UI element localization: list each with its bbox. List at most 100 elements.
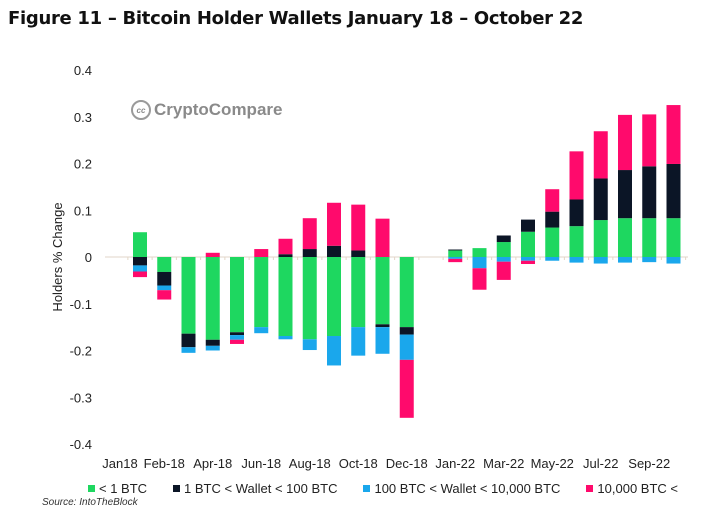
legend-swatch: [88, 485, 95, 492]
bar-segment-3: [157, 285, 172, 291]
legend-label: 1 BTC < Wallet < 100 BTC: [184, 481, 338, 496]
bar-segment-1: [157, 257, 172, 272]
bar-segment-4: [327, 202, 341, 246]
bar-segment-2: [230, 332, 244, 336]
legend-swatch: [363, 485, 371, 492]
x-tick-label: Sep-22: [628, 456, 670, 471]
bar-segment-4: [133, 271, 147, 278]
bar-segment-4: [230, 339, 244, 344]
bar-segment-1: [351, 257, 366, 328]
x-tick-label: Dec-18: [386, 456, 428, 471]
bar-segment-1: [181, 257, 196, 334]
y-tick-label: -0.4: [70, 437, 92, 452]
bar-segment-3: [230, 335, 244, 340]
bar-segment-2: [278, 254, 293, 257]
bar-segment-3: [618, 257, 632, 263]
bar-segment-4: [375, 218, 390, 257]
bar-segment-1: [399, 257, 414, 328]
bar-segment-3: [472, 257, 487, 269]
bar-segment-4: [472, 268, 487, 290]
bar-segment-1: [642, 218, 657, 257]
bar-segment-2: [157, 271, 172, 286]
x-tick-label: Oct-18: [339, 456, 378, 471]
bar-segment-3: [302, 339, 317, 351]
y-tick-label: 0: [85, 250, 92, 265]
bar-segment-4: [157, 290, 172, 300]
legend-item: 10,000 BTC <: [586, 481, 678, 496]
bar-segment-1: [545, 227, 560, 257]
legend-swatch: [173, 485, 181, 492]
bar-segment-1: [302, 257, 317, 340]
bar-segment-3: [254, 327, 269, 334]
legend: < 1 BTC 1 BTC < Wallet < 100 BTC 100 BTC <…: [88, 481, 678, 496]
x-tick-label: Feb-18: [144, 456, 185, 471]
bar-segment-3: [521, 257, 535, 261]
bar-segment-3: [642, 257, 657, 263]
bar-segment-2: [327, 245, 341, 257]
bar-segment-1: [618, 218, 632, 257]
bar-segment-2: [448, 249, 463, 251]
y-tick-label: 0.3: [74, 110, 92, 125]
bar-segment-4: [593, 131, 608, 179]
bar-segment-4: [351, 204, 366, 251]
bar-segment-2: [133, 257, 147, 266]
bar-segment-4: [399, 359, 414, 418]
bar-segment-1: [205, 257, 220, 340]
x-tick-label: Jan18: [102, 456, 137, 471]
bar-segment-4: [521, 260, 535, 265]
bar-segment-1: [254, 257, 269, 328]
cryptocompare-logo: cc CryptoCompare: [131, 100, 282, 120]
bar-segment-4: [545, 189, 560, 212]
bar-segment-3: [666, 257, 681, 264]
bar-segment-1: [375, 257, 390, 325]
bar-segment-4: [205, 252, 220, 257]
bar-segment-4: [569, 151, 584, 200]
bar-segment-3: [327, 336, 341, 366]
logo-text: CryptoCompare: [154, 100, 283, 119]
bar-segment-2: [375, 324, 390, 328]
legend-item: 1 BTC < Wallet < 100 BTC: [173, 481, 337, 496]
y-axis-label: Holders % Change: [50, 202, 65, 311]
bar-segment-2: [666, 163, 681, 219]
bar-segment-1: [448, 250, 463, 257]
bar-segment-2: [545, 211, 560, 228]
bar-segment-4: [448, 258, 463, 263]
chart-title: Figure 11 – Bitcoin Holder Wallets Janua…: [8, 8, 584, 29]
y-tick-label: 0.1: [74, 203, 92, 218]
bar-segment-2: [399, 327, 414, 335]
logo-icon: cc: [131, 100, 151, 120]
x-tick-label: Aug-18: [289, 456, 331, 471]
bar-segment-3: [181, 347, 196, 353]
bar-segment-1: [327, 257, 341, 337]
bar-segment-2: [521, 219, 535, 232]
bar-segment-2: [205, 339, 220, 346]
bar-segment-1: [133, 232, 147, 257]
legend-item: < 1 BTC: [88, 481, 147, 496]
bar-segment-1: [496, 242, 511, 257]
bar-segment-2: [351, 250, 366, 257]
bar-segment-1: [472, 248, 487, 257]
y-tick-label: 0.4: [74, 63, 92, 78]
x-tick-label: Mar-22: [483, 456, 524, 471]
x-tick-label: Jul-22: [583, 456, 618, 471]
x-tick-label: Jun-18: [241, 456, 281, 471]
bar-segment-3: [545, 257, 560, 261]
bar-segment-3: [569, 257, 584, 263]
bar-segment-2: [181, 333, 196, 348]
bar-segment-1: [521, 231, 535, 257]
legend-label: 10,000 BTC <: [597, 481, 678, 496]
bar-segment-4: [302, 218, 317, 250]
bar-segment-4: [642, 114, 657, 167]
bar-segment-3: [399, 334, 414, 360]
bar-segment-3: [593, 257, 608, 264]
y-tick-label: -0.2: [70, 344, 92, 359]
bar-segment-2: [642, 166, 657, 219]
legend-swatch: [586, 485, 594, 492]
bar-segment-3: [278, 336, 293, 340]
x-tick-label: May-22: [531, 456, 574, 471]
bar-segment-1: [593, 220, 608, 257]
bar-segment-3: [448, 257, 463, 259]
bar-segment-2: [593, 178, 608, 221]
bar-segment-4: [666, 105, 681, 164]
